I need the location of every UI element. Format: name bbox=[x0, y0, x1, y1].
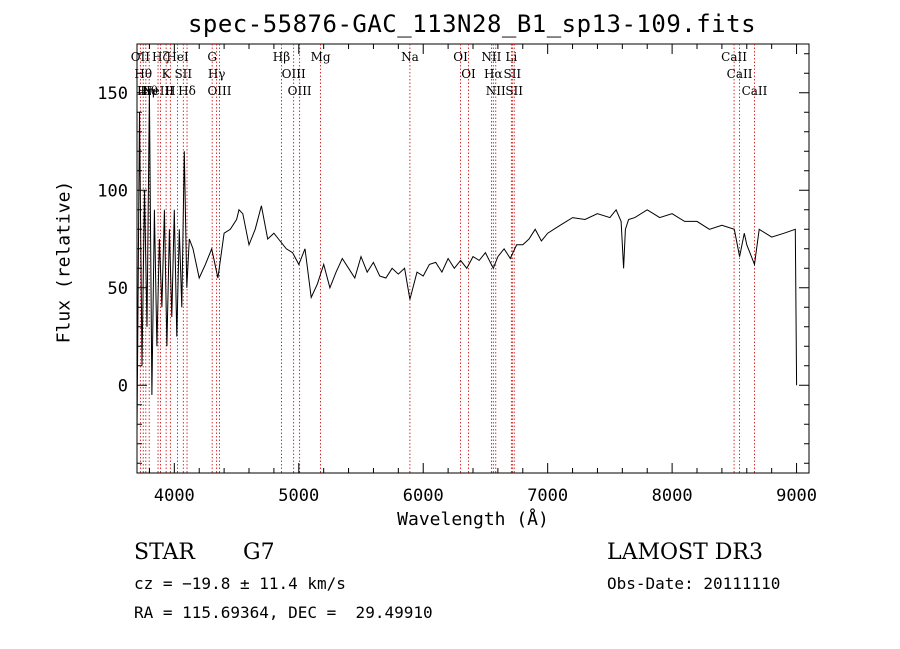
y-tick-label: 50 bbox=[108, 279, 128, 299]
line-label: OI bbox=[461, 67, 476, 81]
line-label: Hβ bbox=[273, 50, 290, 64]
survey-name: LAMOST DR3 bbox=[607, 540, 763, 565]
line-label: OI bbox=[453, 50, 468, 64]
plot-frame bbox=[136, 43, 810, 474]
y-tick-label: 100 bbox=[97, 181, 128, 201]
line-label: G bbox=[207, 50, 217, 64]
line-label: NII bbox=[486, 84, 506, 98]
line-label: Na bbox=[401, 50, 419, 64]
line-label: CaII bbox=[727, 67, 753, 81]
object-type: STAR bbox=[134, 540, 195, 565]
x-axis-label: Wavelength (Å) bbox=[397, 509, 549, 530]
coordinates-text: RA = 115.69364, DEC = 29.49910 bbox=[134, 603, 433, 622]
spectral-subclass: G7 bbox=[243, 540, 275, 565]
redshift-text: cz = −19.8 ± 11.4 km/s bbox=[134, 574, 346, 593]
line-label: HeI bbox=[166, 50, 189, 64]
x-tick-label: 9000 bbox=[776, 486, 817, 506]
line-label: K bbox=[162, 67, 172, 81]
line-label: Hθ bbox=[140, 84, 158, 98]
line-label: CaII bbox=[721, 50, 747, 64]
x-tick-label: 4000 bbox=[154, 486, 195, 506]
x-tick-label: 7000 bbox=[527, 486, 568, 506]
spectrum-line bbox=[136, 92, 798, 435]
obs-date: Obs-Date: 20111110 bbox=[607, 574, 781, 593]
chart-title: spec-55876-GAC_113N28_B1_sp13-109.fits bbox=[187, 10, 757, 38]
line-label: Hζ bbox=[152, 50, 169, 64]
line-label: OIII bbox=[282, 67, 306, 81]
line-label: OIII bbox=[288, 84, 312, 98]
x-tick-label: 5000 bbox=[278, 486, 319, 506]
line-label: Hα bbox=[484, 67, 503, 81]
line-label: H bbox=[165, 84, 175, 98]
x-tick-label: 6000 bbox=[403, 486, 444, 506]
line-label: Hδ bbox=[178, 84, 196, 98]
line-label: SII bbox=[505, 84, 523, 98]
y-axis-label: Flux (relative) bbox=[53, 180, 75, 344]
x-tick-label: 8000 bbox=[652, 486, 693, 506]
line-label: SII bbox=[174, 67, 192, 81]
y-tick-label: 150 bbox=[97, 84, 128, 104]
line-label: Mg bbox=[311, 50, 331, 64]
line-label: Hθ bbox=[134, 67, 152, 81]
line-label: OII bbox=[131, 50, 151, 64]
line-label: CaII bbox=[742, 84, 768, 98]
line-label: SII bbox=[503, 67, 521, 81]
line-label: Li bbox=[505, 50, 517, 64]
line-label: Hη bbox=[137, 84, 155, 98]
line-label: NII bbox=[481, 50, 501, 64]
y-tick-label: 0 bbox=[118, 376, 128, 396]
line-label: OIII bbox=[207, 84, 231, 98]
line-label: Hγ bbox=[208, 67, 226, 81]
line-label: NeIII bbox=[142, 84, 174, 98]
